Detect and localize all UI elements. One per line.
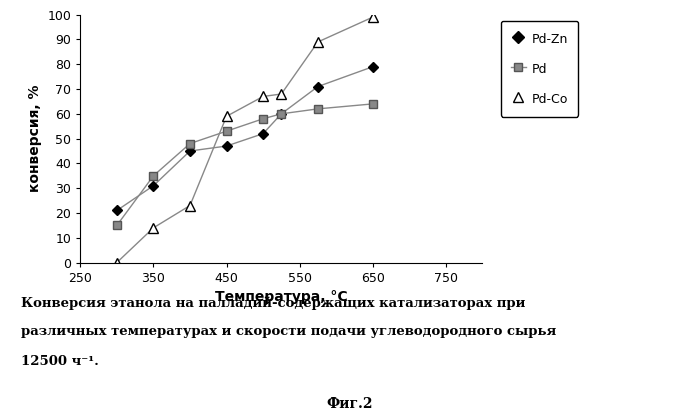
Pd: [113, 223, 121, 228]
Pd-Co: [314, 39, 322, 45]
Pd-Co: [368, 15, 377, 20]
Pd-Co: [150, 225, 158, 230]
Pd-Co: [186, 203, 194, 208]
Legend: Pd-Zn, Pd, Pd-Co: Pd-Zn, Pd, Pd-Co: [500, 21, 578, 117]
Pd: [186, 141, 194, 146]
Pd: [150, 173, 158, 178]
Pd: [368, 101, 377, 106]
Y-axis label: конверсия, %: конверсия, %: [28, 85, 42, 192]
Line: Pd-Zn: Pd-Zn: [113, 63, 377, 214]
X-axis label: Температура, °C: Температура, °C: [215, 290, 347, 304]
Pd: [314, 106, 322, 111]
Pd: [259, 116, 267, 121]
Text: различных температурах и скорости подачи углеводородного сырья: различных температурах и скорости подачи…: [21, 326, 556, 339]
Pd-Zn: [222, 144, 231, 149]
Text: Фиг.2: Фиг.2: [326, 397, 373, 411]
Pd-Zn: [150, 183, 158, 188]
Pd-Zn: [259, 131, 267, 136]
Pd: [222, 129, 231, 134]
Pd-Co: [222, 114, 231, 119]
Pd-Zn: [113, 208, 121, 213]
Pd-Co: [277, 92, 286, 97]
Text: 12500 ч⁻¹.: 12500 ч⁻¹.: [21, 355, 99, 368]
Pd-Co: [113, 260, 121, 265]
Pd-Co: [259, 94, 267, 99]
Text: Конверсия этанола на палладий-содержащих катализаторах при: Конверсия этанола на палладий-содержащих…: [21, 296, 526, 310]
Pd-Zn: [314, 84, 322, 89]
Line: Pd-Co: Pd-Co: [112, 12, 377, 268]
Pd-Zn: [186, 148, 194, 153]
Pd-Zn: [368, 64, 377, 69]
Line: Pd: Pd: [113, 100, 377, 229]
Pd-Zn: [277, 111, 286, 116]
Pd: [277, 111, 286, 116]
